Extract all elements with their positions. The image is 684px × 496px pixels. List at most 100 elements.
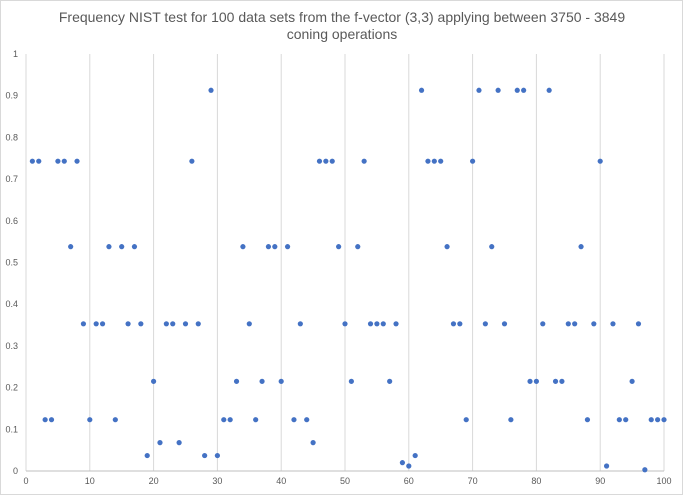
data-point bbox=[374, 321, 380, 327]
data-point bbox=[253, 417, 259, 423]
data-point bbox=[444, 244, 450, 250]
data-point bbox=[342, 321, 348, 327]
data-point bbox=[648, 417, 654, 423]
data-point bbox=[144, 452, 150, 459]
data-point bbox=[189, 158, 195, 164]
data-point bbox=[176, 440, 182, 446]
data-point bbox=[348, 378, 354, 384]
x-tick-label: 40 bbox=[276, 476, 286, 486]
x-tick-label: 70 bbox=[468, 476, 478, 486]
data-point bbox=[597, 158, 603, 164]
data-point bbox=[214, 452, 220, 459]
data-point bbox=[616, 417, 622, 423]
data-point bbox=[304, 417, 310, 423]
data-point bbox=[406, 463, 412, 469]
data-point bbox=[55, 158, 61, 164]
data-point bbox=[463, 417, 469, 423]
data-point bbox=[131, 244, 138, 250]
x-tick-label: 50 bbox=[340, 476, 350, 486]
data-point bbox=[119, 244, 125, 250]
data-point bbox=[80, 321, 87, 327]
data-point bbox=[495, 87, 501, 93]
y-tick-label: 0.3 bbox=[5, 341, 18, 351]
data-point bbox=[310, 440, 316, 446]
data-point bbox=[431, 158, 437, 164]
data-point bbox=[438, 158, 444, 164]
y-tick-label: 1 bbox=[13, 49, 18, 59]
x-tick-label: 0 bbox=[23, 476, 28, 486]
data-point bbox=[623, 417, 629, 423]
data-point bbox=[112, 417, 118, 423]
data-point bbox=[151, 378, 157, 384]
x-tick-label: 60 bbox=[404, 476, 414, 486]
data-point bbox=[425, 158, 431, 164]
y-tick-label: 0.6 bbox=[5, 216, 18, 226]
data-point bbox=[227, 417, 233, 423]
data-point bbox=[482, 321, 488, 327]
data-point bbox=[393, 321, 399, 327]
data-point bbox=[399, 460, 406, 466]
data-point bbox=[412, 452, 418, 459]
data-point bbox=[489, 244, 495, 250]
data-point bbox=[336, 244, 342, 250]
data-point bbox=[584, 417, 591, 423]
x-tick-label: 20 bbox=[149, 476, 159, 486]
data-point bbox=[170, 321, 176, 327]
y-tick-label: 0.9 bbox=[5, 91, 18, 101]
data-point bbox=[572, 321, 578, 327]
x-tick-label: 10 bbox=[85, 476, 95, 486]
data-point bbox=[361, 158, 367, 164]
data-point bbox=[202, 452, 208, 459]
data-point bbox=[36, 158, 42, 164]
data-point bbox=[221, 417, 227, 423]
data-point bbox=[552, 378, 559, 384]
data-point bbox=[527, 378, 533, 384]
data-point bbox=[457, 321, 463, 327]
data-point bbox=[635, 321, 642, 327]
data-point bbox=[418, 87, 425, 93]
y-tick-label: 0.1 bbox=[5, 424, 18, 434]
y-tick-label: 0.7 bbox=[5, 174, 18, 184]
data-point bbox=[323, 158, 329, 164]
y-tick-label: 0 bbox=[13, 466, 18, 476]
data-point bbox=[182, 321, 189, 327]
data-point bbox=[48, 417, 55, 423]
data-point bbox=[61, 158, 67, 164]
data-point bbox=[316, 158, 323, 164]
data-point bbox=[125, 321, 131, 327]
data-point bbox=[195, 321, 201, 327]
data-point bbox=[546, 87, 552, 93]
y-tick-label: 0.8 bbox=[5, 132, 18, 142]
data-point bbox=[565, 321, 571, 327]
data-point bbox=[233, 378, 240, 384]
x-tick-label: 90 bbox=[595, 476, 605, 486]
data-point bbox=[533, 378, 540, 384]
y-tick-label: 0.5 bbox=[5, 258, 18, 268]
data-point bbox=[610, 321, 616, 327]
data-point bbox=[29, 158, 35, 164]
data-point bbox=[629, 378, 635, 384]
y-tick-label: 0.2 bbox=[5, 383, 18, 393]
data-point bbox=[74, 158, 80, 164]
data-point bbox=[68, 244, 74, 250]
data-point bbox=[87, 417, 93, 423]
data-point bbox=[470, 158, 476, 164]
data-point bbox=[655, 417, 661, 423]
data-point bbox=[501, 321, 508, 327]
data-point bbox=[259, 378, 265, 384]
data-point bbox=[642, 467, 648, 473]
y-tick-label: 0.4 bbox=[5, 299, 18, 309]
data-point bbox=[157, 440, 163, 446]
data-point bbox=[297, 321, 303, 327]
data-point bbox=[578, 244, 584, 250]
data-point bbox=[508, 417, 514, 423]
data-point bbox=[208, 87, 214, 93]
data-point bbox=[661, 417, 667, 423]
data-point bbox=[291, 417, 297, 423]
data-point bbox=[521, 87, 527, 93]
data-point bbox=[265, 244, 272, 250]
data-point bbox=[329, 158, 335, 164]
data-point bbox=[93, 321, 99, 327]
